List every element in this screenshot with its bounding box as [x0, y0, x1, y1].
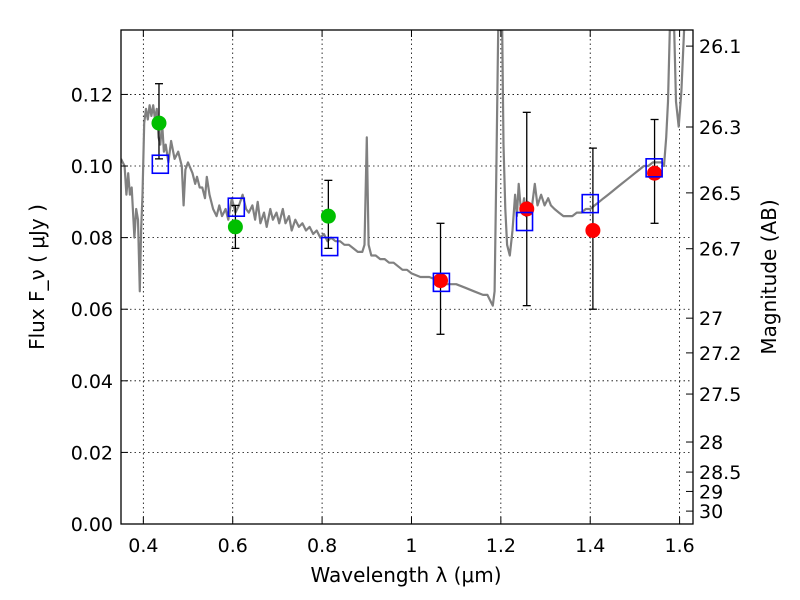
model-flux-square [645, 158, 663, 178]
right-tick-label: 28.5 [699, 462, 741, 484]
green-data-point [320, 208, 336, 224]
y-tick-label: 0.12 [71, 84, 113, 106]
right-tick-label: 26.1 [699, 36, 741, 58]
data-layer [121, 30, 686, 307]
x-tick-label: 0.4 [128, 535, 158, 557]
x-tick-label: 1.2 [486, 535, 516, 557]
right-tick-label: 26.5 [699, 183, 741, 205]
y-axis-label: Flux F_ν ( μJy ) [25, 204, 49, 350]
y-tick-label: 0.06 [71, 299, 113, 321]
x-tick-label: 0.8 [307, 535, 337, 557]
x-tick-label: 1 [405, 535, 417, 557]
model-flux-square [581, 193, 600, 214]
right-axis-label: Magnitude (AB) [757, 199, 781, 354]
red-data-point [585, 222, 601, 238]
model-flux-square [227, 197, 246, 217]
y-tick-label: 0.04 [71, 371, 113, 393]
model-flux-square [320, 236, 339, 257]
y-axis-label-text: Flux F_ν ( μJy ) [25, 204, 49, 350]
right-tick-label: 28 [699, 432, 723, 454]
x-tick-label: 1.4 [575, 535, 605, 557]
x-tick-label: 0.6 [218, 535, 248, 557]
right-tick-label: 27.5 [699, 384, 741, 406]
y-tick-label: 0.08 [71, 228, 113, 250]
right-tick-label: 26.3 [699, 117, 741, 139]
y-tick-label: 0.02 [71, 442, 113, 464]
model-flux-square [515, 211, 534, 232]
model-flux-square [432, 272, 451, 293]
marker-layer [151, 83, 663, 335]
model-spectrum-line [121, 30, 686, 307]
model-flux-square [151, 154, 170, 175]
right-tick-label: 26.7 [699, 239, 741, 261]
right-tick-label: 27 [699, 308, 723, 330]
red-data-point [433, 273, 449, 289]
right-tick-label: 30 [699, 501, 723, 523]
red-data-point [647, 165, 663, 181]
right-tick-label: 29 [699, 481, 723, 503]
right-tick-label: 27.2 [699, 343, 741, 365]
x-tick-label: 1.6 [664, 535, 694, 557]
y-tick-label: 0.00 [71, 514, 113, 536]
x-axis-label: Wavelength λ (μm) [310, 563, 501, 587]
green-data-point [151, 115, 167, 131]
y-tick-label: 0.10 [71, 156, 113, 178]
axes: 0.4 0.6 0.8 1 1.2 1.4 1.6 0.00 0.02 0.04 0.06 0.08 0… [71, 30, 741, 557]
plot-frame [120, 29, 694, 525]
grid [121, 30, 693, 525]
green-data-point [227, 219, 243, 235]
